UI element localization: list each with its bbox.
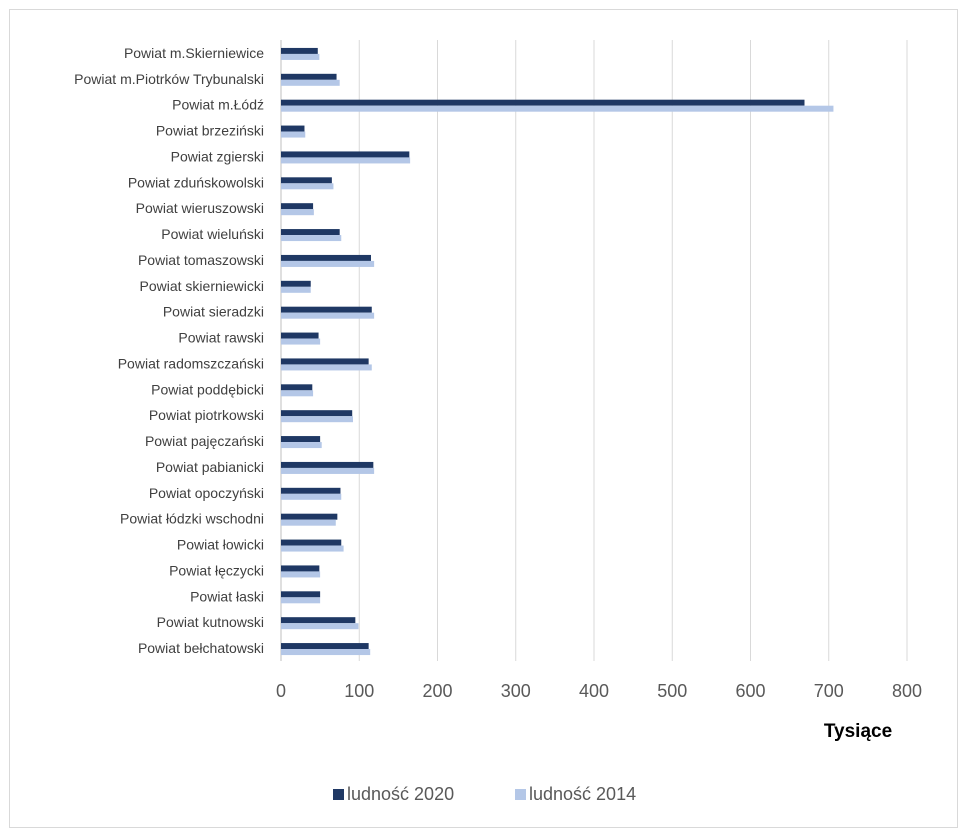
- category-label: Powiat pajęczański: [145, 433, 264, 449]
- bar-2020: [281, 280, 311, 287]
- bar-2014: [281, 131, 306, 138]
- bar-2020: [281, 306, 372, 313]
- bar-2020: [281, 203, 314, 210]
- category-label: Powiat m.Skierniewice: [124, 45, 264, 61]
- x-tick-label-300: 300: [501, 681, 531, 701]
- legend: ludność 2020 ludność 2014: [333, 784, 636, 804]
- bar-2014: [281, 79, 340, 86]
- x-axis-title: Tysiące: [824, 721, 892, 742]
- bar-2020: [281, 565, 320, 572]
- category-label: Powiat m.Piotrków Trybunalski: [74, 71, 264, 87]
- category-label: Powiat radomszczański: [118, 355, 264, 371]
- category-label: Powiat zduńskowolski: [128, 174, 264, 190]
- legend-label: ludność 2020: [347, 784, 454, 804]
- bar-2020: [281, 177, 332, 184]
- legend-label: ludność 2014: [529, 784, 636, 804]
- x-tick-labels: 0 100 200 300 400 500 600 700 800: [276, 681, 922, 701]
- category-label: Powiat poddębicki: [151, 381, 264, 397]
- bar-2014: [281, 493, 342, 500]
- bar-2020: [281, 539, 342, 546]
- bar-2014: [281, 519, 336, 526]
- x-tick-label-800: 800: [892, 681, 922, 701]
- bar-2020: [281, 617, 356, 624]
- bar-2020: [281, 410, 353, 417]
- category-label: Powiat bełchatowski: [138, 640, 264, 656]
- category-label: Powiat wieruszowski: [136, 200, 264, 216]
- category-label: Powiat skierniewicki: [140, 278, 264, 294]
- category-label: Powiat zgierski: [171, 148, 264, 164]
- category-label: Powiat łaski: [190, 588, 264, 604]
- bar-2014: [281, 364, 372, 371]
- bar-2020: [281, 47, 318, 54]
- x-tick-label-100: 100: [344, 681, 374, 701]
- bar-2014: [281, 338, 321, 345]
- bar-2014: [281, 597, 321, 604]
- bar-2014: [281, 235, 342, 242]
- bar-2020: [281, 513, 338, 520]
- category-label: Powiat brzeziński: [156, 123, 264, 139]
- category-label: Powiat sieradzki: [163, 304, 264, 320]
- bar-2014: [281, 416, 353, 423]
- bar-2020: [281, 73, 337, 80]
- category-label: Powiat tomaszowski: [138, 252, 264, 268]
- bar-2014: [281, 260, 375, 267]
- bar-2020: [281, 99, 805, 106]
- x-tick-label-200: 200: [422, 681, 452, 701]
- legend-swatch: [515, 789, 526, 800]
- bar-2014: [281, 442, 322, 449]
- bar-2014: [281, 390, 314, 397]
- category-label: Powiat kutnowski: [157, 614, 264, 630]
- bar-2014: [281, 312, 375, 319]
- bar-2020: [281, 358, 369, 365]
- bar-2020: [281, 332, 319, 339]
- bar-2014: [281, 53, 320, 60]
- bar-2014: [281, 623, 359, 630]
- bar-2020: [281, 384, 313, 391]
- category-label: Powiat łęczycki: [169, 562, 264, 578]
- bar-2020: [281, 643, 369, 650]
- bar-2014: [281, 183, 334, 190]
- chart-frame: [9, 9, 958, 828]
- gridlines: [280, 40, 908, 661]
- category-label: Powiat piotrkowski: [149, 407, 264, 423]
- category-labels: Powiat m.Skierniewice Powiat m.Piotrków T…: [74, 45, 264, 656]
- legend-swatch: [333, 789, 344, 800]
- category-label: Powiat łowicki: [177, 537, 264, 553]
- x-tick-label-500: 500: [657, 681, 687, 701]
- bar-2014: [281, 105, 834, 112]
- category-label: Powiat wieluński: [161, 226, 264, 242]
- category-label: Powiat łódzki wschodni: [120, 511, 264, 527]
- bar-2014: [281, 286, 311, 293]
- bar-2020: [281, 487, 341, 494]
- x-tick-label-400: 400: [579, 681, 609, 701]
- x-tick-label-600: 600: [735, 681, 765, 701]
- x-tick-label-0: 0: [276, 681, 286, 701]
- bar-2014: [281, 467, 375, 474]
- bar-2014: [281, 545, 344, 552]
- bar-2014: [281, 649, 371, 656]
- category-label: Powiat m.Łódź: [172, 97, 264, 113]
- bar-2020: [281, 461, 374, 468]
- category-label: Powiat opoczyński: [149, 485, 264, 501]
- bar-2020: [281, 591, 321, 598]
- bar-2014: [281, 571, 321, 578]
- bar-2020: [281, 254, 371, 261]
- bar-2020: [281, 151, 410, 158]
- bar-2014: [281, 157, 411, 164]
- bar-2020: [281, 125, 305, 132]
- bar-2020: [281, 229, 340, 236]
- bar-2020: [281, 436, 321, 443]
- bar-2014: [281, 209, 314, 216]
- category-label: Powiat pabianicki: [156, 459, 264, 475]
- bars: [281, 47, 834, 656]
- category-label: Powiat rawski: [178, 330, 264, 346]
- x-tick-label-700: 700: [814, 681, 844, 701]
